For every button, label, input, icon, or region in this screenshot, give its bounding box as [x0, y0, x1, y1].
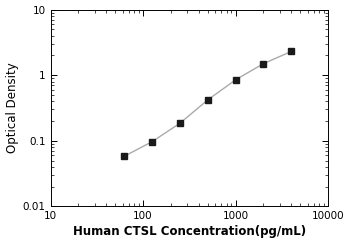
X-axis label: Human CTSL Concentration(pg/mL): Human CTSL Concentration(pg/mL)	[73, 225, 306, 238]
Y-axis label: Optical Density: Optical Density	[6, 63, 19, 153]
